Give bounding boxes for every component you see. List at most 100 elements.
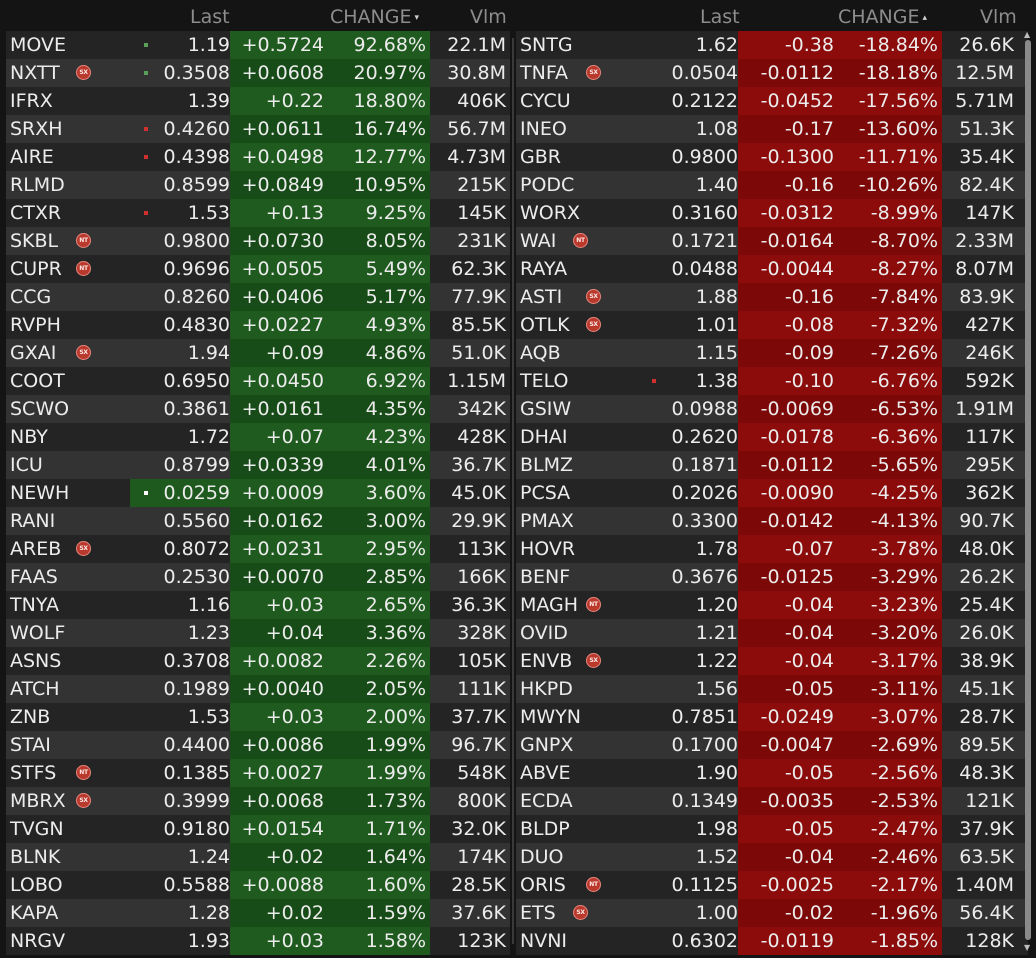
short-badge-icon[interactable]: SX	[586, 653, 601, 668]
table-row[interactable]: ECDA 0.1349 -0.0035 -2.53% 121K	[516, 787, 1028, 815]
table-row[interactable]: BLDP 1.98 -0.05 -2.47% 37.9K	[516, 815, 1028, 843]
short-badge-icon[interactable]: SX	[573, 905, 588, 920]
short-badge-icon[interactable]: SX	[586, 317, 601, 332]
table-row[interactable]: RANI 0.5560 +0.0162 3.00% 29.9K	[6, 507, 510, 535]
header-change-label: CHANGE	[838, 6, 920, 28]
table-row[interactable]: SCWO 0.3861 +0.0161 4.35% 342K	[6, 395, 510, 423]
table-row[interactable]: MOVE 1.19 +0.5724 92.68% 22.1M	[6, 31, 510, 59]
short-badge-icon[interactable]: SX	[76, 65, 91, 80]
table-row[interactable]: STFS NT 0.1385 +0.0027 1.99% 548K	[6, 759, 510, 787]
table-row[interactable]: COOT 0.6950 +0.0450 6.92% 1.15M	[6, 367, 510, 395]
table-row[interactable]: IFRX 1.39 +0.22 18.80% 406K	[6, 87, 510, 115]
table-row[interactable]: TELO 1.38 -0.10 -6.76% 592K	[516, 367, 1028, 395]
table-row[interactable]: ASTI SX 1.88 -0.16 -7.84% 83.9K	[516, 283, 1028, 311]
table-row[interactable]: GSIW 0.0988 -0.0069 -6.53% 1.91M	[516, 395, 1028, 423]
short-badge-icon[interactable]: SX	[76, 793, 91, 808]
short-badge-icon[interactable]: SX	[76, 345, 91, 360]
table-row[interactable]: ASNS 0.3708 +0.0082 2.26% 105K	[6, 647, 510, 675]
table-row[interactable]: STAI 0.4400 +0.0086 1.99% 96.7K	[6, 731, 510, 759]
scrollbar[interactable]: ▲ ▼	[1022, 30, 1034, 952]
table-row[interactable]: GBR 0.9800 -0.1300 -11.71% 35.4K	[516, 143, 1028, 171]
table-row[interactable]: MWYN 0.7851 -0.0249 -3.07% 28.7K	[516, 703, 1028, 731]
table-row[interactable]: MAGH NT 1.20 -0.04 -3.23% 25.4K	[516, 591, 1028, 619]
news-badge-icon[interactable]: NT	[586, 597, 601, 612]
short-badge-icon[interactable]: SX	[76, 541, 91, 556]
news-badge-icon[interactable]: NT	[76, 765, 91, 780]
table-row[interactable]: KAPA 1.28 +0.02 1.59% 37.6K	[6, 899, 510, 927]
table-row[interactable]: BENF 0.3676 -0.0125 -3.29% 26.2K	[516, 563, 1028, 591]
table-row[interactable]: CTXR 1.53 +0.13 9.25% 145K	[6, 199, 510, 227]
table-row[interactable]: TNFA SX 0.0504 -0.0112 -18.18% 12.5M	[516, 59, 1028, 87]
table-row[interactable]: AIRE 0.4398 +0.0498 12.77% 4.73M	[6, 143, 510, 171]
table-row[interactable]: ZNB 1.53 +0.03 2.00% 37.7K	[6, 703, 510, 731]
table-row[interactable]: NBY 1.72 +0.07 4.23% 428K	[6, 423, 510, 451]
table-row[interactable]: MBRX SX 0.3999 +0.0068 1.73% 800K	[6, 787, 510, 815]
table-row[interactable]: HKPD 1.56 -0.05 -3.11% 45.1K	[516, 675, 1028, 703]
table-row[interactable]: ICU 0.8799 +0.0339 4.01% 36.7K	[6, 451, 510, 479]
table-row[interactable]: NVNI 0.6302 -0.0119 -1.85% 128K	[516, 927, 1028, 955]
table-row[interactable]: AQB 1.15 -0.09 -7.26% 246K	[516, 339, 1028, 367]
table-row[interactable]: GNPX 0.1700 -0.0047 -2.69% 89.5K	[516, 731, 1028, 759]
table-row[interactable]: WAI NT 0.1721 -0.0164 -8.70% 2.33M	[516, 227, 1028, 255]
table-row[interactable]: WORX 0.3160 -0.0312 -8.99% 147K	[516, 199, 1028, 227]
table-row[interactable]: RVPH 0.4830 +0.0227 4.93% 85.5K	[6, 311, 510, 339]
table-row[interactable]: SKBL NT 0.9800 +0.0730 8.05% 231K	[6, 227, 510, 255]
table-row[interactable]: SNTG 1.62 -0.38 -18.84% 26.6K	[516, 31, 1028, 59]
change-cell-bg	[230, 507, 430, 535]
change-cell-bg	[230, 171, 430, 199]
scroll-down-icon[interactable]: ▼	[1024, 943, 1031, 952]
last-price: 0.0259	[163, 482, 230, 504]
news-badge-icon[interactable]: NT	[586, 877, 601, 892]
table-row[interactable]: CUPR NT 0.9696 +0.0505 5.49% 62.3K	[6, 255, 510, 283]
net-change: +0.0339	[241, 454, 324, 476]
net-change: -0.0047	[760, 734, 834, 756]
table-row[interactable]: ETS SX 1.00 -0.02 -1.96% 56.4K	[516, 899, 1028, 927]
table-row[interactable]: PCSA 0.2026 -0.0090 -4.25% 362K	[516, 479, 1028, 507]
change-cell-bg	[738, 507, 942, 535]
table-row[interactable]: RAYA 0.0488 -0.0044 -8.27% 8.07M	[516, 255, 1028, 283]
table-row[interactable]: OVID 1.21 -0.04 -3.20% 26.0K	[516, 619, 1028, 647]
header-last[interactable]: Last	[190, 6, 230, 28]
table-row[interactable]: TVGN 0.9180 +0.0154 1.71% 32.0K	[6, 815, 510, 843]
scroll-up-icon[interactable]: ▲	[1024, 30, 1031, 39]
table-row[interactable]: ENVB SX 1.22 -0.04 -3.17% 38.9K	[516, 647, 1028, 675]
table-row[interactable]: LOBO 0.5588 +0.0088 1.60% 28.5K	[6, 871, 510, 899]
ticker-symbol: NBY	[10, 426, 48, 448]
table-row[interactable]: DHAI 0.2620 -0.0178 -6.36% 117K	[516, 423, 1028, 451]
table-row[interactable]: RLMD 0.8599 +0.0849 10.95% 215K	[6, 171, 510, 199]
news-badge-icon[interactable]: NT	[76, 261, 91, 276]
header-vlm[interactable]: Vlm	[470, 6, 507, 28]
table-row[interactable]: GXAI SX 1.94 +0.09 4.86% 51.0K	[6, 339, 510, 367]
table-row[interactable]: SRXH 0.4260 +0.0611 16.74% 56.7M	[6, 115, 510, 143]
table-row[interactable]: INEO 1.08 -0.17 -13.60% 51.3K	[516, 115, 1028, 143]
short-badge-icon[interactable]: SX	[586, 65, 601, 80]
scrollbar-thumb[interactable]	[1025, 40, 1031, 940]
table-row[interactable]: TNYA 1.16 +0.03 2.65% 36.3K	[6, 591, 510, 619]
table-row[interactable]: PODC 1.40 -0.16 -10.26% 82.4K	[516, 171, 1028, 199]
table-row[interactable]: HOVR 1.78 -0.07 -3.78% 48.0K	[516, 535, 1028, 563]
news-badge-icon[interactable]: NT	[573, 233, 588, 248]
header-change-sort[interactable]: CHANGE ▴	[838, 6, 927, 28]
table-row[interactable]: PMAX 0.3300 -0.0142 -4.13% 90.7K	[516, 507, 1028, 535]
table-row[interactable]: NEWH 0.0259 +0.0009 3.60% 45.0K	[6, 479, 510, 507]
header-vlm[interactable]: Vlm	[980, 6, 1017, 28]
header-last[interactable]: Last	[700, 6, 740, 28]
header-change-sort[interactable]: CHANGE ▾	[330, 6, 419, 28]
table-row[interactable]: ATCH 0.1989 +0.0040 2.05% 111K	[6, 675, 510, 703]
table-row[interactable]: WOLF 1.23 +0.04 3.36% 328K	[6, 619, 510, 647]
short-badge-icon[interactable]: SX	[586, 289, 601, 304]
table-row[interactable]: CYCU 0.2122 -0.0452 -17.56% 5.71M	[516, 87, 1028, 115]
table-row[interactable]: NRGV 1.93 +0.03 1.58% 123K	[6, 927, 510, 955]
table-row[interactable]: AREB SX 0.8072 +0.0231 2.95% 113K	[6, 535, 510, 563]
percent-change: -1.85%	[870, 930, 938, 952]
news-badge-icon[interactable]: NT	[76, 233, 91, 248]
table-row[interactable]: ABVE 1.90 -0.05 -2.56% 48.3K	[516, 759, 1028, 787]
table-row[interactable]: FAAS 0.2530 +0.0070 2.85% 166K	[6, 563, 510, 591]
table-row[interactable]: OTLK SX 1.01 -0.08 -7.32% 427K	[516, 311, 1028, 339]
table-row[interactable]: BLNK 1.24 +0.02 1.64% 174K	[6, 843, 510, 871]
table-row[interactable]: NXTT SX 0.3508 +0.0608 20.97% 30.8M	[6, 59, 510, 87]
table-row[interactable]: ORIS NT 0.1125 -0.0025 -2.17% 1.40M	[516, 871, 1028, 899]
table-row[interactable]: CCG 0.8260 +0.0406 5.17% 77.9K	[6, 283, 510, 311]
table-row[interactable]: DUO 1.52 -0.04 -2.46% 63.5K	[516, 843, 1028, 871]
table-row[interactable]: BLMZ 0.1871 -0.0112 -5.65% 295K	[516, 451, 1028, 479]
